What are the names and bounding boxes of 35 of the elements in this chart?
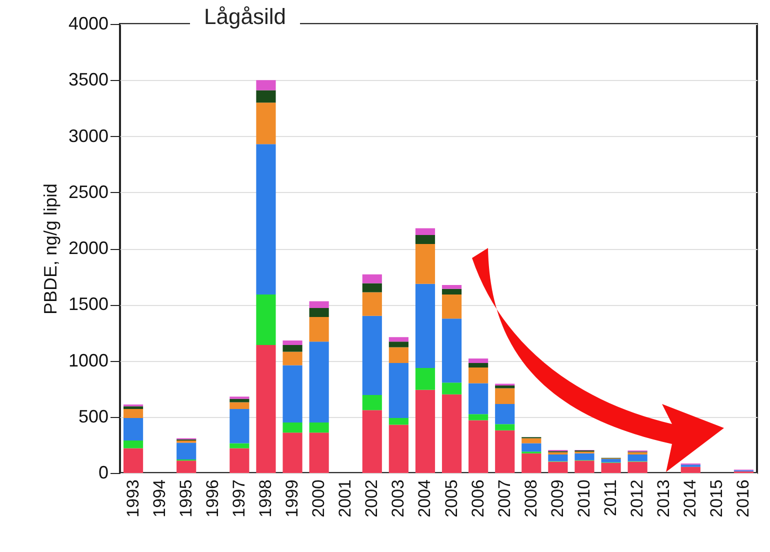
x-tick-label: 2005 — [442, 480, 461, 518]
x-tick-label: 2003 — [388, 480, 408, 518]
x-tick-label: 2010 — [574, 480, 594, 518]
y-tick-label: 4000 — [68, 14, 108, 34]
x-tick-label: 1999 — [282, 480, 302, 518]
x-tick-label: 1993 — [123, 480, 142, 518]
x-tick-label: 1998 — [256, 480, 275, 518]
x-tick-label: 2011 — [601, 480, 620, 516]
x-tick-label: 2006 — [468, 480, 488, 518]
x-tick-label: 2008 — [521, 480, 540, 518]
x-tick-label: 2002 — [362, 480, 382, 518]
x-tick-label: 1994 — [150, 480, 169, 518]
y-tick-label: 1000 — [68, 350, 108, 370]
x-tick-label: 2007 — [494, 480, 514, 518]
x-tick-label: 1997 — [229, 480, 248, 518]
x-tick-label: 2000 — [309, 480, 328, 518]
x-tick-label: 1996 — [202, 480, 222, 518]
x-tick-label: 2004 — [415, 480, 434, 518]
y-tick-label: 500 — [78, 406, 108, 426]
x-tick-label: 2016 — [734, 480, 753, 518]
x-tick-label: 2012 — [628, 480, 647, 518]
x-tick-label: 2013 — [654, 480, 674, 518]
y-tick-label: 3500 — [68, 70, 108, 90]
x-tick-label: 1995 — [176, 480, 196, 518]
x-tick-label: 2015 — [707, 480, 726, 518]
y-axis-title: PBDE, ng/g lipid — [40, 183, 60, 315]
y-tick-label: 2500 — [68, 182, 108, 202]
y-tick-label: 3000 — [68, 126, 108, 146]
x-tick-label: 2014 — [680, 480, 700, 518]
x-tick-label: 2009 — [548, 480, 567, 518]
y-tick-label: 0 — [98, 462, 108, 482]
y-tick-label: 1500 — [68, 294, 108, 314]
x-tick-label: 2001 — [336, 480, 355, 518]
y-tick-label: 2000 — [68, 238, 108, 258]
chart-title: Lågåsild — [190, 4, 300, 30]
